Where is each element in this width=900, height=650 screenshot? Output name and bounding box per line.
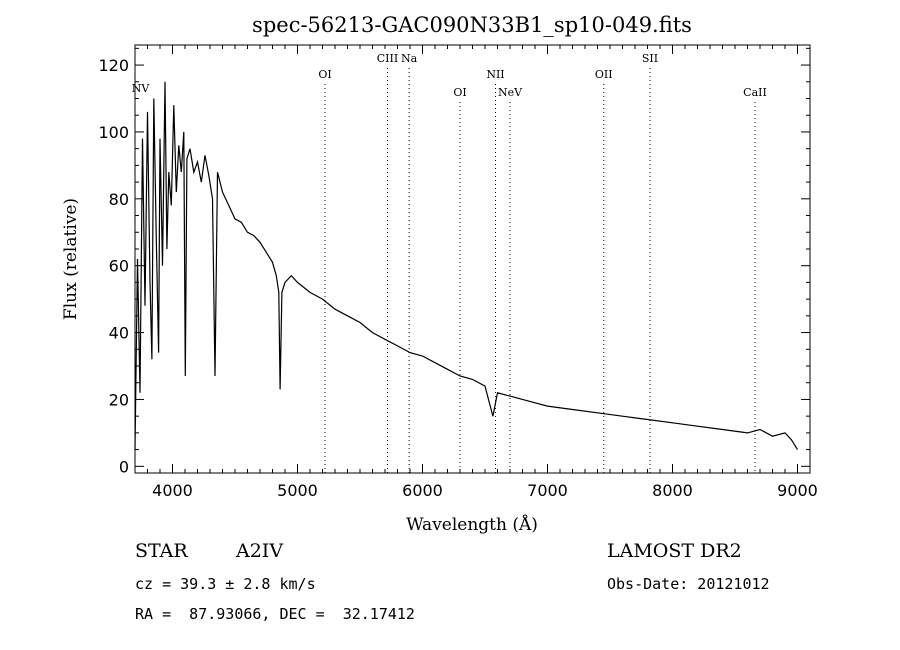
observation-date: Obs-Date: 20121012 [607, 575, 770, 593]
spectral-line-label: Na [401, 52, 418, 65]
spectral-line-label: OI [453, 86, 466, 99]
x-axis-label: Wavelength (Å) [406, 514, 538, 535]
y-tick-label: 20 [109, 390, 129, 409]
x-tick-label: 8000 [652, 481, 693, 500]
spectral-line-label: SII [642, 52, 658, 65]
object-class: STAR [135, 540, 188, 562]
spectral-line-label: NII [486, 68, 504, 81]
redshift-value: cz = 39.3 ± 2.8 km/s [135, 575, 316, 593]
y-tick-label: 40 [109, 324, 129, 343]
spectral-line-markers: NV OI CIII Na OI NII NeV OII SII CaII [132, 52, 767, 473]
plot-frame [134, 44, 811, 474]
axis-ticks: 4000 5000 6000 7000 8000 9000 0 20 40 60 80 100 120 [98, 45, 818, 500]
y-tick-label: 60 [109, 257, 129, 276]
y-tick-label: 0 [119, 457, 129, 476]
y-tick-label: 100 [98, 123, 129, 142]
y-tick-label: 80 [109, 190, 129, 209]
y-tick-label: 120 [98, 56, 129, 75]
spectral-line-label: CaII [743, 86, 767, 99]
x-tick-label: 9000 [777, 481, 818, 500]
x-tick-label: 4000 [152, 481, 193, 500]
x-tick-label: 7000 [527, 481, 568, 500]
spectral-line-label: CIII [377, 52, 398, 65]
spectral-line-label: OII [595, 68, 613, 81]
object-subclass: A2IV [236, 540, 284, 562]
chart-title: spec-56213-GAC090N33B1_sp10-049.fits [252, 13, 692, 37]
coordinates: RA = 87.93066, DEC = 32.17412 [135, 605, 415, 623]
x-tick-label: 6000 [402, 481, 443, 500]
spectral-line-label: NeV [498, 86, 523, 99]
spectral-line-label: OI [318, 68, 331, 81]
survey-name: LAMOST DR2 [607, 540, 742, 562]
spectrum-line [134, 81, 799, 450]
spectral-line-label: NV [132, 82, 151, 95]
y-axis-label: Flux (relative) [61, 198, 81, 320]
x-tick-label: 5000 [277, 481, 318, 500]
